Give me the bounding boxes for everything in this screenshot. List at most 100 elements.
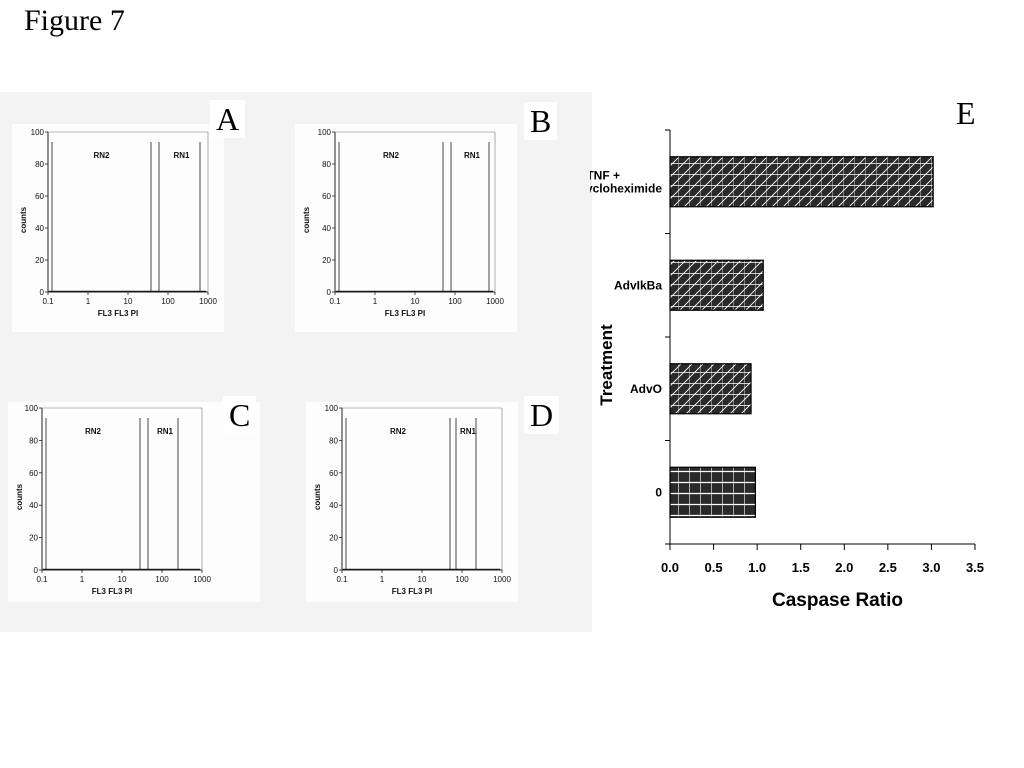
histogram-b: 0 20 40 60 80 100 0.1 1 10 100 1000 FL3 FL3 PI count… bbox=[302, 128, 504, 318]
x-tick-label: 100 bbox=[161, 297, 175, 306]
y-axis-label: counts bbox=[302, 206, 311, 233]
y-axis-label: counts bbox=[19, 206, 28, 233]
x-tick-label: 0.1 bbox=[329, 297, 341, 306]
region-label-rn1: RN1 bbox=[460, 427, 477, 436]
e-x-tick-label: 1.0 bbox=[748, 560, 766, 575]
region-label-rn2: RN2 bbox=[93, 151, 110, 160]
e-x-tick-label: 1.5 bbox=[792, 560, 810, 575]
histogram-c: 0 20 40 60 80 100 0.1 1 10 100 1000 FL3 FL3 PI count… bbox=[15, 404, 211, 596]
histogram-trace bbox=[42, 568, 201, 571]
panel-a-card: 0 20 40 60 80 100 0.1 1 10 100 1000 FL3 FL3 PI count… bbox=[12, 124, 224, 332]
x-axis-label: FL3 FL3 PI bbox=[98, 309, 138, 318]
region-label-rn1: RN1 bbox=[173, 151, 190, 160]
y-tick-label: 100 bbox=[31, 128, 45, 137]
y-tick-label: 0 bbox=[334, 566, 339, 575]
y-tick-label: 80 bbox=[329, 436, 338, 445]
histogram-trace bbox=[335, 290, 494, 293]
figure-title: Figure 7 bbox=[24, 4, 125, 37]
panel-b-card: 0 20 40 60 80 100 0.1 1 10 100 1000 FL3 FL3 PI count… bbox=[295, 124, 517, 332]
e-bar-advo bbox=[669, 363, 752, 415]
panel-letter-e: E bbox=[950, 94, 982, 132]
panel-d-card: 0 20 40 60 80 100 0.1 1 10 100 1000 FL3 FL3 PI count… bbox=[306, 402, 518, 602]
histogram-trace bbox=[48, 290, 207, 293]
e-x-tick-label: 0.5 bbox=[705, 560, 723, 575]
y-tick-label: 20 bbox=[35, 256, 44, 265]
y-tick-label: 0 bbox=[34, 566, 39, 575]
y-tick-label: 100 bbox=[325, 404, 339, 413]
region-label-rn2: RN2 bbox=[390, 427, 407, 436]
histogram-a: 0 20 40 60 80 100 0.1 1 10 100 1000 FL3 FL3 PI count… bbox=[19, 128, 217, 318]
y-tick-label: 0 bbox=[40, 288, 45, 297]
x-tick-label: 0.1 bbox=[336, 575, 348, 584]
e-y-axis-label: Treatment bbox=[597, 324, 616, 406]
region-label-rn2: RN2 bbox=[85, 427, 102, 436]
y-tick-label: 100 bbox=[25, 404, 39, 413]
x-tick-label: 10 bbox=[118, 575, 127, 584]
e-category-label-line: TNF + bbox=[590, 168, 620, 182]
y-tick-label: 60 bbox=[35, 192, 44, 201]
e-category-label-line: AdvIkBa bbox=[614, 278, 662, 292]
e-bar-0 bbox=[669, 466, 757, 518]
x-tick-label: 1000 bbox=[193, 575, 211, 584]
y-tick-label: 100 bbox=[318, 128, 332, 137]
region-label-rn1: RN1 bbox=[464, 151, 481, 160]
x-tick-label: 100 bbox=[455, 575, 469, 584]
y-tick-label: 40 bbox=[35, 224, 44, 233]
e-x-tick-label: 3.0 bbox=[922, 560, 940, 575]
panel-letter-c: C bbox=[223, 396, 257, 434]
histogram-d: 0 20 40 60 80 100 0.1 1 10 100 1000 FL3 FL3 PI count… bbox=[313, 404, 511, 596]
y-tick-label: 20 bbox=[29, 534, 38, 543]
y-tick-label: 40 bbox=[329, 501, 338, 510]
x-tick-label: 0.1 bbox=[36, 575, 48, 584]
x-tick-label: 1000 bbox=[493, 575, 511, 584]
panel-c-card: 0 20 40 60 80 100 0.1 1 10 100 1000 FL3 FL3 PI count… bbox=[8, 402, 260, 602]
y-tick-label: 80 bbox=[35, 160, 44, 169]
e-x-tick-label: 0.0 bbox=[661, 560, 679, 575]
y-axis-label: counts bbox=[15, 483, 24, 510]
e-x-axis-label: Caspase Ratio bbox=[772, 590, 903, 611]
panel-letter-d: D bbox=[524, 396, 560, 434]
histogram-trace bbox=[342, 568, 501, 571]
y-tick-label: 80 bbox=[29, 436, 38, 445]
y-tick-label: 20 bbox=[329, 534, 338, 543]
y-tick-label: 60 bbox=[29, 469, 38, 478]
region-label-rn2: RN2 bbox=[383, 151, 400, 160]
x-axis-label: FL3 FL3 PI bbox=[92, 587, 132, 596]
y-tick-label: 40 bbox=[322, 224, 331, 233]
x-tick-label: 10 bbox=[124, 297, 133, 306]
e-category-label-line: Cycloheximide bbox=[590, 181, 662, 195]
x-tick-label: 1 bbox=[373, 297, 378, 306]
e-category-label: TNF +Cycloheximide bbox=[590, 168, 662, 195]
e-category-label-line: AdvO bbox=[630, 382, 662, 396]
panel-letter-b: B bbox=[524, 102, 558, 140]
x-axis-label: FL3 FL3 PI bbox=[392, 587, 432, 596]
e-category-label: 0 bbox=[655, 485, 662, 499]
x-tick-label: 1 bbox=[80, 575, 85, 584]
e-x-tick-label: 2.5 bbox=[879, 560, 897, 575]
y-tick-label: 80 bbox=[322, 160, 331, 169]
e-x-tick-label: 3.5 bbox=[966, 560, 984, 575]
x-tick-label: 0.1 bbox=[42, 297, 54, 306]
x-tick-label: 100 bbox=[448, 297, 462, 306]
x-tick-label: 1000 bbox=[486, 297, 504, 306]
e-category-label-line: 0 bbox=[655, 485, 662, 499]
panel-letter-a: A bbox=[210, 100, 246, 138]
y-tick-label: 0 bbox=[327, 288, 332, 297]
x-tick-label: 1 bbox=[380, 575, 385, 584]
e-category-label: AdvIkBa bbox=[614, 278, 662, 292]
caspase-bar-chart: TNF +Cycloheximide AdvIkBa AdvO 0 0.0 0.5 1.0 1… bbox=[590, 129, 984, 611]
x-tick-label: 1 bbox=[86, 297, 91, 306]
y-tick-label: 60 bbox=[322, 192, 331, 201]
x-axis-label: FL3 FL3 PI bbox=[385, 309, 425, 318]
e-x-tick-label: 2.0 bbox=[835, 560, 853, 575]
x-tick-label: 1000 bbox=[199, 297, 217, 306]
y-tick-label: 40 bbox=[29, 501, 38, 510]
y-tick-label: 60 bbox=[329, 469, 338, 478]
e-bar-tnf-cycloheximide bbox=[669, 156, 934, 208]
x-tick-label: 10 bbox=[411, 297, 420, 306]
x-tick-label: 10 bbox=[418, 575, 427, 584]
y-axis-label: counts bbox=[313, 483, 322, 510]
x-tick-label: 100 bbox=[155, 575, 169, 584]
e-bar-advikba bbox=[669, 259, 764, 311]
e-category-label: AdvO bbox=[630, 382, 662, 396]
